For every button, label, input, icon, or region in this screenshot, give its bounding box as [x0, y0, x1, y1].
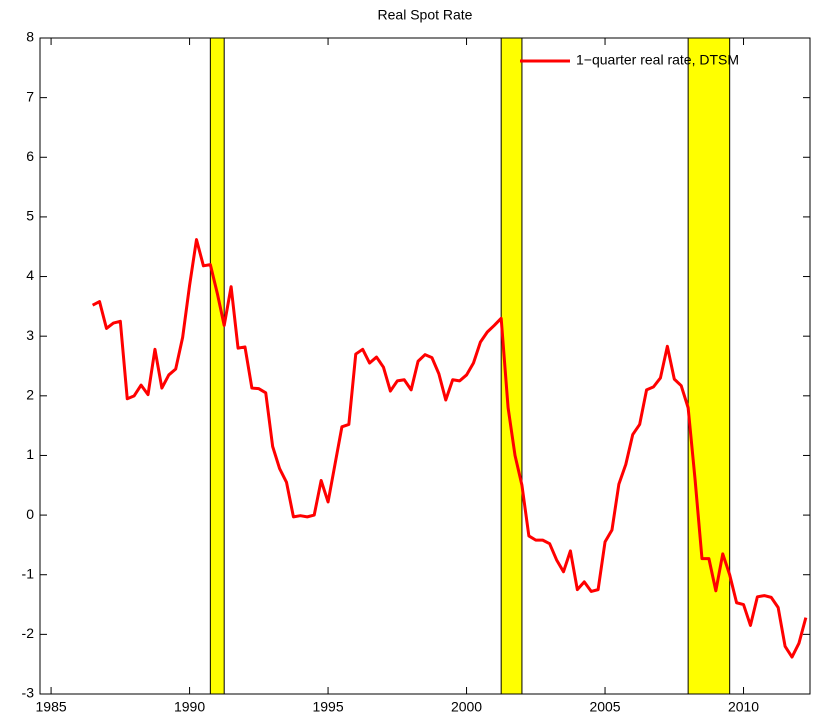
y-tick-label: 6 — [26, 148, 34, 164]
y-tick-label: 5 — [26, 208, 34, 224]
data-line — [91, 238, 808, 659]
y-tick-label: 3 — [26, 327, 34, 343]
y-tick-label: 0 — [26, 506, 34, 522]
legend-label: 1−quarter real rate, DTSM — [576, 52, 739, 68]
x-tick-label: 1985 — [36, 699, 67, 715]
plot-frame — [39, 37, 811, 695]
y-tick-label: -2 — [22, 625, 35, 641]
y-tick-label: 8 — [26, 29, 34, 45]
y-tick-label: 2 — [26, 387, 34, 403]
x-tick-label: 2005 — [589, 699, 620, 715]
y-tick-label: 1 — [26, 446, 34, 462]
x-tick-label: 2010 — [728, 699, 759, 715]
plot-area — [40, 38, 810, 694]
recession-band — [209, 37, 225, 695]
y-tick-label: 4 — [26, 267, 34, 283]
recession-band — [687, 37, 731, 695]
x-tick-label: 2000 — [451, 699, 482, 715]
y-tick-label: 7 — [26, 88, 34, 104]
x-tick-label: 1990 — [174, 699, 205, 715]
x-tick-label: 1995 — [312, 699, 343, 715]
chart-title: Real Spot Rate — [378, 7, 473, 23]
y-tick-label: -3 — [22, 685, 35, 701]
y-tick-label: -1 — [22, 565, 35, 581]
